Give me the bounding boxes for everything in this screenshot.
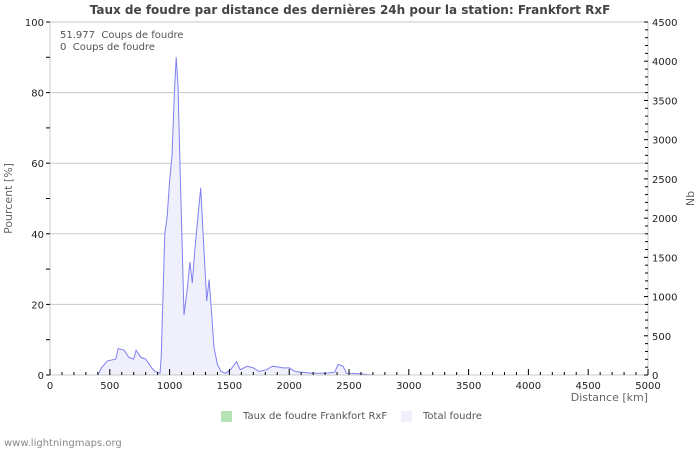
svg-text:20: 20 xyxy=(31,300,44,311)
svg-text:3500: 3500 xyxy=(652,96,677,107)
annotation-total: 51.977 Coups de foudre xyxy=(60,30,184,41)
svg-text:3000: 3000 xyxy=(396,381,421,392)
svg-text:4000: 4000 xyxy=(652,57,677,68)
svg-text:40: 40 xyxy=(31,230,44,241)
svg-text:3000: 3000 xyxy=(652,136,677,147)
axis-labels: 0204060801000500100015002000250030003500… xyxy=(2,18,697,404)
svg-text:0: 0 xyxy=(652,371,658,382)
svg-text:100: 100 xyxy=(25,18,44,29)
svg-text:5000: 5000 xyxy=(635,381,660,392)
svg-text:500: 500 xyxy=(100,381,119,392)
total-foudre-line xyxy=(50,57,648,376)
svg-text:1000: 1000 xyxy=(652,293,677,304)
footer-credit: www.lightningmaps.org xyxy=(4,438,122,449)
svg-text:80: 80 xyxy=(31,89,44,100)
svg-text:Distance [km]: Distance [km] xyxy=(571,391,648,404)
svg-text:1000: 1000 xyxy=(157,381,182,392)
svg-text:1500: 1500 xyxy=(652,253,677,264)
axes xyxy=(49,21,649,376)
svg-text:2000: 2000 xyxy=(276,381,301,392)
svg-text:Pourcent [%]: Pourcent [%] xyxy=(2,163,15,234)
legend-swatch-lavender xyxy=(401,411,412,422)
svg-text:4000: 4000 xyxy=(516,381,541,392)
svg-text:1500: 1500 xyxy=(217,381,242,392)
svg-text:2000: 2000 xyxy=(652,214,677,225)
svg-text:2500: 2500 xyxy=(652,175,677,186)
svg-text:500: 500 xyxy=(652,332,671,343)
annotation-station: 0 Coups de foudre xyxy=(60,42,155,53)
svg-text:Nb: Nb xyxy=(684,191,697,206)
legend: Taux de foudre Frankfort RxF Total foudr… xyxy=(0,411,700,427)
svg-text:4500: 4500 xyxy=(652,18,677,29)
svg-text:2500: 2500 xyxy=(336,381,361,392)
svg-text:0: 0 xyxy=(47,381,53,392)
svg-text:3500: 3500 xyxy=(456,381,481,392)
total-foudre-area xyxy=(50,57,648,376)
gridlines xyxy=(50,21,648,305)
legend-item-station[interactable]: Taux de foudre Frankfort RxF xyxy=(221,411,387,422)
legend-item-total[interactable]: Total foudre xyxy=(401,411,482,422)
legend-swatch-green xyxy=(221,411,232,422)
svg-text:4500: 4500 xyxy=(575,381,600,392)
svg-text:60: 60 xyxy=(31,159,44,170)
axis-ticks xyxy=(46,21,649,376)
svg-text:0: 0 xyxy=(38,371,44,382)
chart-title: Taux de foudre par distance des dernière… xyxy=(89,3,611,17)
